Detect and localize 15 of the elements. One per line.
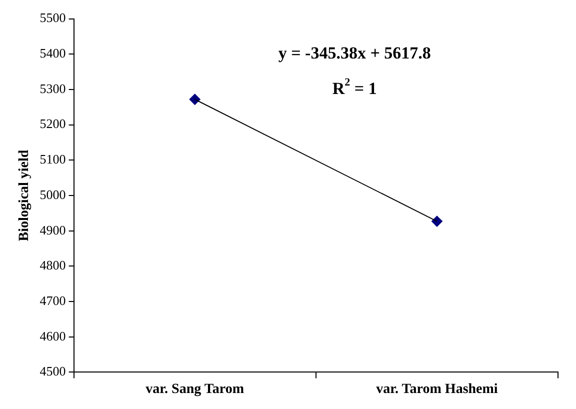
y-tick-label: 4700: [40, 292, 66, 308]
x-tick-label: var. Tarom Hashemi: [376, 382, 498, 398]
y-tick-label: 4600: [40, 328, 66, 344]
y-tick-label: 4500: [40, 364, 66, 379]
x-tick-label: var. Sang Tarom: [146, 382, 244, 398]
y-axis-title: Biological yield: [17, 150, 32, 242]
y-tick-label: 5200: [40, 116, 66, 132]
y-tick-label: 5400: [40, 46, 66, 61]
annotation: y = -345.38x + 5617.8: [278, 44, 431, 63]
y-tick-label: 4900: [40, 222, 66, 238]
y-tick-label: 5000: [40, 186, 66, 202]
y-tick-label: 5500: [40, 10, 66, 26]
y-tick-label: 4800: [40, 258, 66, 273]
y-tick-label: 5100: [40, 152, 66, 167]
y-tick-label: 5300: [40, 80, 66, 96]
